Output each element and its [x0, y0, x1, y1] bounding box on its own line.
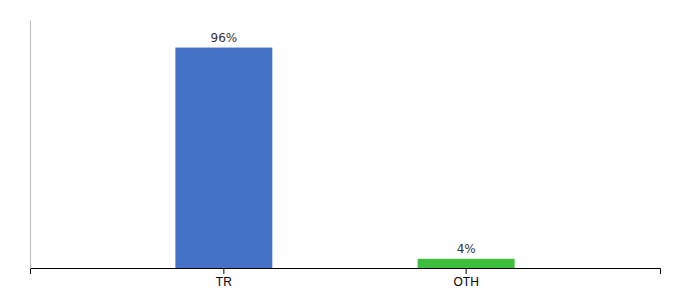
x-tick-mark — [466, 268, 467, 274]
bar — [175, 48, 272, 268]
x-tick: OTH — [453, 268, 478, 289]
chart: TR OTH 96% 4% — [0, 0, 680, 300]
y-axis — [30, 21, 31, 269]
x-tick-label: OTH — [453, 275, 478, 289]
x-tick: TR — [216, 268, 232, 289]
bars — [175, 48, 514, 268]
data-label: 96% — [211, 31, 238, 45]
data-label: 4% — [457, 242, 476, 256]
bar — [418, 259, 515, 268]
x-axis-line — [31, 269, 661, 275]
x-tick-mark — [223, 268, 224, 274]
x-tick-label: TR — [216, 275, 232, 289]
data-labels: 96% 4% — [211, 31, 476, 256]
plot: TR OTH 96% 4% — [31, 21, 661, 289]
y-axis-line — [30, 21, 31, 269]
x-axis: TR OTH — [31, 268, 661, 289]
